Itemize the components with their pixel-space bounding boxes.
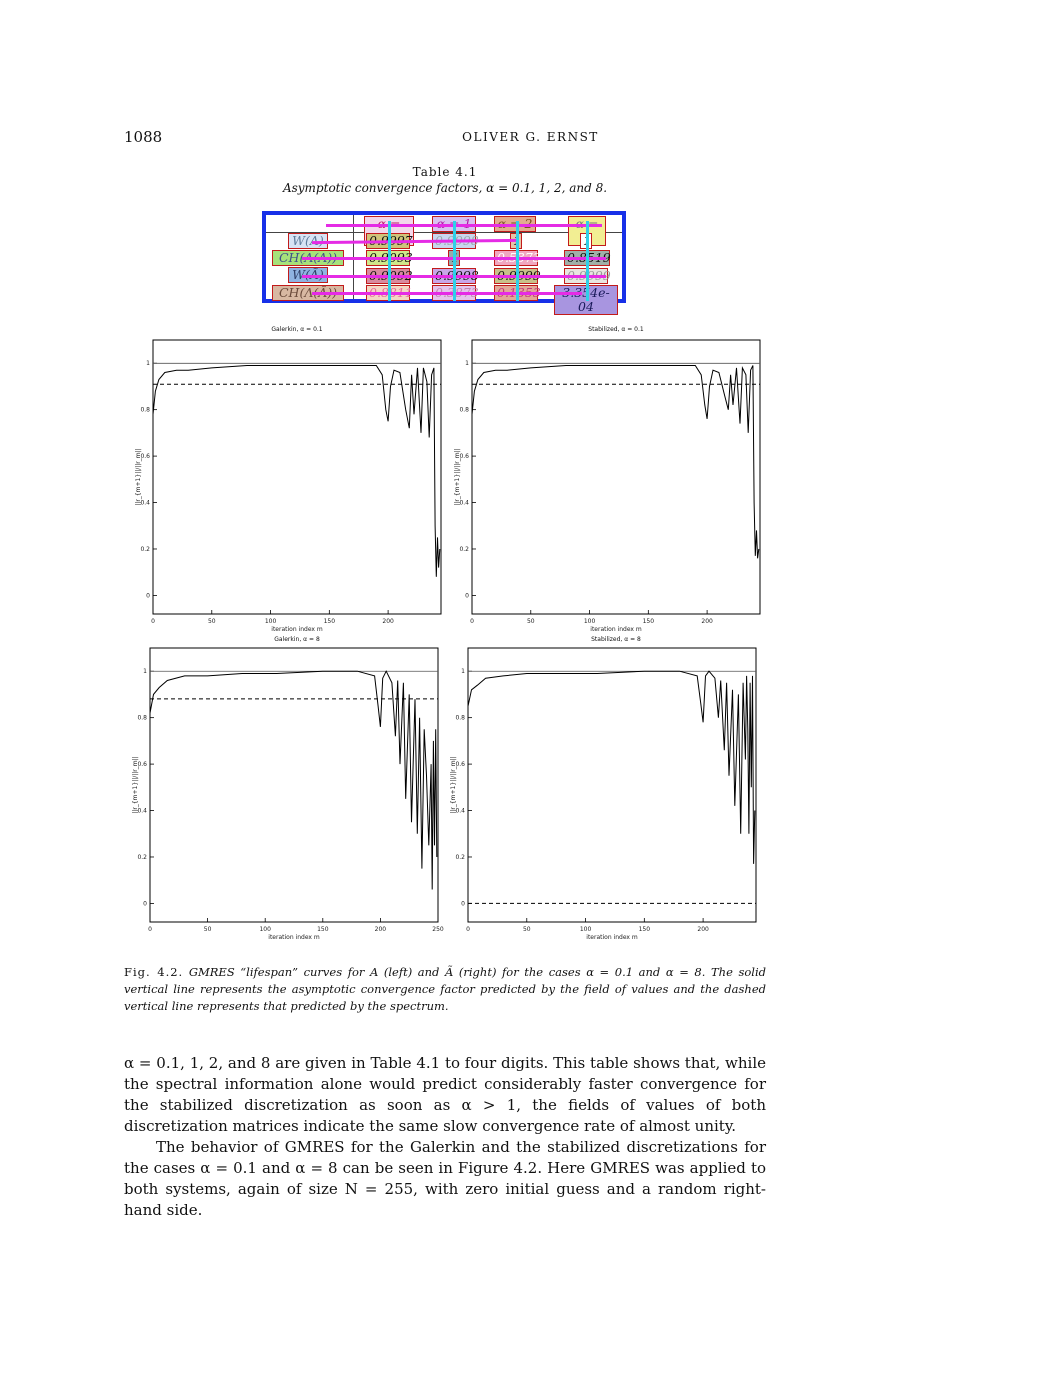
lifespan-curve (149, 670, 438, 890)
column-connector-line (516, 221, 519, 301)
plot-title: Galerkin, α = 8 (274, 636, 320, 643)
table-row-label: W(Ã) (288, 267, 328, 283)
x-tick-label: 50 (527, 618, 535, 625)
y-tick-label: 0.6 (455, 761, 465, 768)
x-tick-label: 100 (265, 618, 277, 625)
plot-frame (152, 339, 442, 615)
x-axis-label: iteration index m (271, 626, 323, 633)
x-tick-label: 0 (470, 618, 474, 625)
y-tick-label: 1 (461, 668, 465, 675)
figure-label: Fig. 4.2. (124, 965, 184, 979)
y-tick-label: 0.2 (455, 854, 465, 861)
body-paragraph: The behavior of GMRES for the Galerkin a… (124, 1138, 766, 1219)
x-tick-label: 150 (317, 926, 329, 933)
x-tick-label: 200 (375, 926, 387, 933)
y-axis-label: ||r_{m+1}||/||r_m|| (454, 448, 461, 505)
x-tick-label: 50 (204, 926, 212, 933)
x-tick-label: 200 (697, 926, 709, 933)
y-tick-label: 0.8 (455, 715, 465, 722)
table-row-label: CH(Λ(Ã)) (272, 285, 344, 301)
y-tick-label: 0 (465, 592, 469, 599)
plot-frame (467, 647, 757, 923)
x-tick-label: 50 (523, 926, 531, 933)
row-connector-line (326, 224, 602, 227)
x-tick-label: 100 (259, 926, 271, 933)
plot-frame (149, 647, 439, 923)
y-tick-label: 0.2 (459, 546, 469, 553)
x-tick-label: 0 (148, 926, 152, 933)
x-tick-label: 150 (324, 618, 336, 625)
y-tick-label: 0 (146, 592, 150, 599)
x-tick-label: 100 (580, 926, 592, 933)
x-tick-label: 50 (208, 618, 216, 625)
y-tick-label: 1 (143, 668, 147, 675)
plot-title: Stabilized, α = 8 (591, 636, 641, 643)
column-connector-line (586, 221, 589, 301)
plot-title: Galerkin, α = 0.1 (271, 326, 323, 333)
y-tick-label: 0.8 (140, 407, 150, 414)
x-axis-label: iteration index m (586, 934, 638, 941)
y-tick-label: 0.4 (455, 808, 465, 815)
x-axis-label: iteration index m (268, 934, 320, 941)
lifespan-curve (467, 670, 756, 864)
plot-title: Stabilized, α = 0.1 (588, 326, 644, 333)
table-header-rule (266, 232, 622, 233)
plot-stabilized-alpha-0-1: 0 0.2 0.4 0.6 0.8 1 0 50 100 150 200 iteration inde… (449, 332, 769, 638)
y-tick-label: 0.8 (459, 407, 469, 414)
y-tick-label: 0.2 (140, 546, 150, 553)
plot-galerkin-alpha-0-1: 0 0.2 0.4 0.6 0.8 1 0 50 100 150 200 iteration inde… (130, 332, 450, 638)
y-tick-label: 0.6 (459, 453, 469, 460)
x-tick-label: 150 (643, 618, 655, 625)
figure-caption: Fig. 4.2. GMRES “lifespan” curves for A … (124, 964, 766, 1015)
y-tick-label: 0.6 (140, 453, 150, 460)
y-tick-label: 1 (146, 360, 150, 367)
x-tick-label: 200 (382, 618, 394, 625)
y-tick-label: 0 (461, 900, 465, 907)
y-tick-label: 1 (465, 360, 469, 367)
y-tick-label: 0.2 (137, 854, 147, 861)
x-tick-label: 250 (432, 926, 444, 933)
x-axis-label: iteration index m (590, 626, 642, 633)
y-axis-label: ||r_{m+1}||/||r_m|| (450, 756, 457, 813)
x-tick-label: 0 (466, 926, 470, 933)
x-tick-label: 100 (584, 618, 596, 625)
y-tick-label: 0.8 (137, 715, 147, 722)
column-connector-line (453, 221, 456, 301)
row-connector-line (311, 238, 517, 245)
y-axis-label: ||r_{m+1}||/||r_m|| (135, 448, 142, 505)
y-axis-label: ||r_{m+1}||/||r_m|| (132, 756, 139, 813)
lifespan-curve (471, 365, 760, 559)
table-caption: Asymptotic convergence factors, α = 0.1,… (282, 181, 608, 195)
y-tick-label: 0.6 (137, 761, 147, 768)
row-connector-line (312, 292, 582, 295)
table-label: Table 4.1 (412, 165, 478, 179)
page-number: 1088 (124, 128, 163, 146)
lifespan-curve (152, 365, 441, 577)
plot-stabilized-alpha-8: 0 0.2 0.4 0.6 0.8 1 0 50 100 150 200 iteration inde… (445, 640, 765, 946)
y-tick-label: 0 (143, 900, 147, 907)
plot-frame (471, 339, 761, 615)
x-tick-label: 200 (701, 618, 713, 625)
column-connector-line (388, 221, 391, 301)
figure-caption-text: GMRES “lifespan” curves for A (left) and… (124, 965, 767, 1013)
body-text: α = 0.1, 1, 2, and 8 are given in Table … (124, 1053, 766, 1221)
convergence-table: α = 0.1 α = 1 α = 2 α = 8 W(A) CH(Λ(A)) … (262, 211, 626, 315)
y-tick-label: 0.4 (140, 500, 150, 507)
x-tick-label: 0 (151, 618, 155, 625)
x-tick-label: 150 (639, 926, 651, 933)
plot-galerkin-alpha-8: 0 0.2 0.4 0.6 0.8 1 0 50 100 150 200 250 iteration i… (127, 640, 447, 946)
body-paragraph: α = 0.1, 1, 2, and 8 are given in Table … (124, 1054, 766, 1135)
y-tick-label: 0.4 (137, 808, 147, 815)
running-head-author: OLIVER G. ERNST (462, 130, 599, 144)
y-tick-label: 0.4 (459, 500, 469, 507)
